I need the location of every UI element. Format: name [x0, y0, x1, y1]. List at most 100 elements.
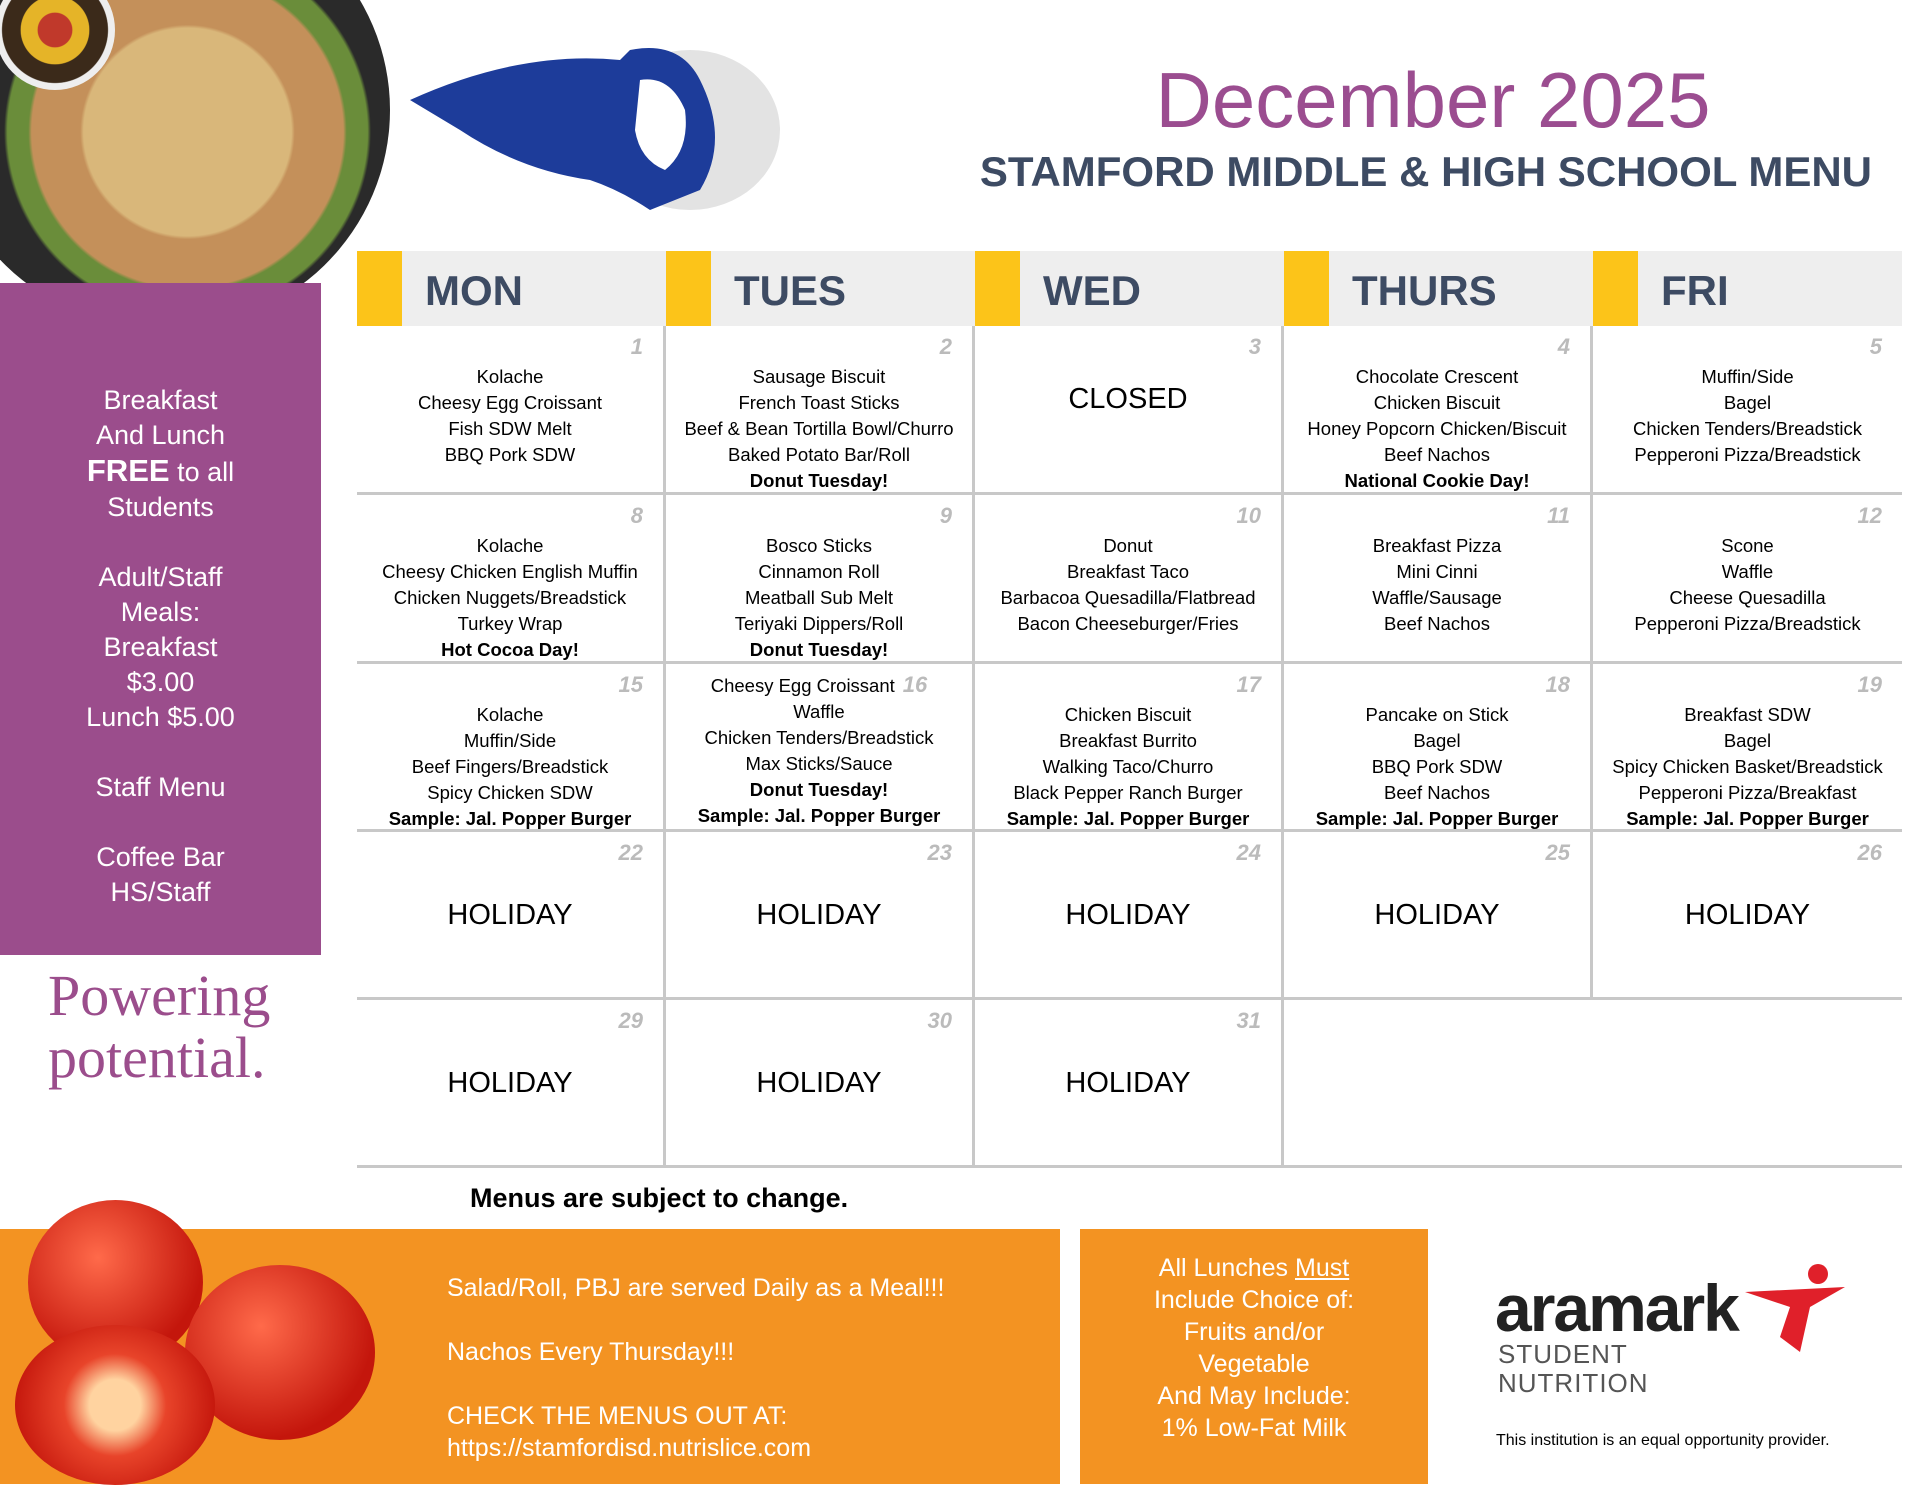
menu-item: Max Sticks/Sauce: [745, 753, 893, 774]
day-header-mon: MON: [357, 251, 666, 326]
day-cell: Cheesy Egg Croissant 16 Waffle Chicken Tend…: [666, 664, 975, 829]
day-header-fri: FRI: [1593, 251, 1902, 326]
day-cell: 29 HOLIDAY: [357, 1000, 666, 1165]
menu-item: Mini Cinni: [1396, 561, 1478, 582]
menu-item: Sausage Biscuit: [752, 366, 886, 387]
date-number: 24: [1236, 840, 1261, 865]
special-item: Sample: Jal. Popper Burger: [388, 808, 632, 829]
menu-item: French Toast Sticks: [738, 392, 900, 413]
menu-item: Walking Taco/Churro: [1042, 756, 1214, 777]
date-number: 1: [630, 334, 643, 359]
free-label: FREE: [86, 453, 170, 488]
text: Include Choice of:: [1153, 1286, 1355, 1314]
text: $3.00: [126, 667, 195, 697]
menu-item: Waffle/Sausage: [1372, 587, 1502, 608]
date-number: 17: [1236, 672, 1261, 697]
special-item: Donut Tuesday!: [749, 779, 889, 800]
tacos-photo: [0, 0, 390, 330]
text: Salad/Roll, PBJ are served Daily as a Me…: [447, 1274, 945, 1302]
date-number: 2: [939, 334, 952, 359]
text: And May Include:: [1157, 1382, 1351, 1410]
text: And Lunch: [95, 420, 226, 450]
powering-potential-logo: Powering potential.: [48, 963, 271, 1090]
accent-bar: [666, 251, 711, 326]
week-row: 22 HOLIDAY 23 HOLIDAY 24 HOLIDAY 25 HOLIDAY 26 HO…: [357, 832, 1902, 1000]
date-number: 19: [1857, 672, 1882, 697]
day-cell: 31 HOLIDAY: [975, 1000, 1284, 1165]
day-label: WED: [1043, 267, 1141, 314]
aramark-logo: aramark: [1495, 1271, 1740, 1345]
tomato-half-image: [15, 1325, 215, 1485]
menu-item: Pancake on Stick: [1365, 704, 1509, 725]
menu-item: Cheesy Egg Croissant 16: [710, 672, 928, 697]
menu-item: Beef Nachos: [1384, 444, 1490, 465]
date-number: 25: [1545, 840, 1570, 865]
menu-item: Spicy Chicken SDW: [427, 782, 593, 803]
day-cell: 1 Kolache Cheesy Egg Croissant Fish SDW Mel…: [357, 326, 666, 492]
date-number: 9: [939, 503, 952, 528]
menu-item: Kolache: [476, 366, 544, 387]
day-cell: 8 Kolache Cheesy Chicken English Muffin Chi…: [357, 495, 666, 661]
date-number: 22: [618, 840, 643, 865]
menu-item: Black Pepper Ranch Burger: [1013, 782, 1243, 803]
day-header-thurs: THURS: [1284, 251, 1593, 326]
text: CHECK THE MENUS OUT AT:: [447, 1402, 788, 1430]
page-subtitle: STAMFORD MIDDLE & HIGH SCHOOL MENU: [979, 148, 1872, 195]
date-number: 10: [1236, 503, 1261, 528]
day-cell: 26 HOLIDAY: [1593, 832, 1902, 997]
equal-opportunity-notice: This institution is an equal opportunity…: [1496, 1432, 1830, 1449]
menu-item: Beef & Bean Tortilla Bowl/Churro: [684, 418, 954, 439]
menu-item: Waffle: [1721, 561, 1774, 582]
day-label: TUES: [734, 267, 847, 314]
menu-item: Pepperoni Pizza/Breadstick: [1634, 444, 1861, 465]
day-cell: 3 CLOSED: [975, 326, 1284, 492]
day-cell: 17 Chicken Biscuit Breakfast Burrito Walkin…: [975, 664, 1284, 829]
date-number: 15: [618, 672, 643, 697]
menu-item: Kolache: [476, 704, 544, 725]
special-item: Sample: Jal. Popper Burger: [1626, 808, 1869, 829]
text: Breakfast: [103, 385, 218, 415]
menu-item: Chicken Tenders/Breadstick: [1633, 418, 1862, 439]
day-status: CLOSED: [1068, 383, 1188, 415]
text: Fruits and/or: [1183, 1318, 1325, 1346]
text: Meals:: [120, 597, 201, 627]
menu-item: Spicy Chicken Basket/Breadstick: [1612, 756, 1883, 777]
text: Students: [107, 492, 214, 522]
menu-item: Chicken Tenders/Breadstick: [704, 727, 934, 748]
menu-item: Cheesy Chicken English Muffin: [382, 561, 638, 582]
text: Vegetable: [1198, 1350, 1310, 1378]
menu-link[interactable]: https://stamfordisd.nutrislice.com: [447, 1434, 812, 1462]
day-cell: 12 Scone Waffle Cheese Quesadilla Pepperoni …: [1593, 495, 1902, 661]
day-cell: 22 HOLIDAY: [357, 832, 666, 997]
day-cell: 15 Kolache Muffin/Side Beef Fingers/Breadst…: [357, 664, 666, 829]
week-row: 29 HOLIDAY 30 HOLIDAY 31 HOLIDAY: [357, 1000, 1902, 1168]
empty-cell: [1284, 1000, 1593, 1165]
text: 1% Low-Fat Milk: [1161, 1414, 1347, 1442]
day-cell: 10 Donut Breakfast Taco Barbacoa Quesadilla…: [975, 495, 1284, 661]
day-header-tues: TUES: [666, 251, 975, 326]
menu-item: Breakfast SDW: [1684, 704, 1811, 725]
date-number: 26: [1857, 840, 1882, 865]
lunch-requirements: All Lunches Must Include Choice of: Frui…: [1080, 1229, 1428, 1484]
special-item: National Cookie Day!: [1344, 470, 1530, 491]
day-cell: 25 HOLIDAY: [1284, 832, 1593, 997]
menu-item: Bagel: [1413, 730, 1461, 751]
day-status: HOLIDAY: [447, 898, 573, 931]
day-cell: 2 Sausage Biscuit French Toast Sticks Beef …: [666, 326, 975, 492]
date-number: 18: [1545, 672, 1570, 697]
menu-item: Beef Nachos: [1384, 782, 1490, 803]
student-nutrition: STUDENT NUTRITION: [1498, 1339, 1649, 1398]
date-number: 16: [902, 672, 928, 697]
day-status: HOLIDAY: [1374, 898, 1500, 931]
day-cell: 30 HOLIDAY: [666, 1000, 975, 1165]
menu-item: Pepperoni Pizza/Breakfast: [1638, 782, 1857, 803]
date-number: 4: [1557, 334, 1570, 359]
text: Adult/Staff: [98, 562, 223, 592]
text: Breakfast: [103, 632, 218, 662]
text: Must: [1295, 1254, 1350, 1282]
menu-item: Muffin/Side: [1701, 366, 1794, 387]
day-status: HOLIDAY: [1684, 898, 1811, 931]
menu-item: Turkey Wrap: [457, 613, 563, 634]
day-cell: 5 Muffin/Side Bagel Chicken Tenders/Breadst…: [1593, 326, 1902, 492]
day-status: HOLIDAY: [756, 898, 882, 931]
